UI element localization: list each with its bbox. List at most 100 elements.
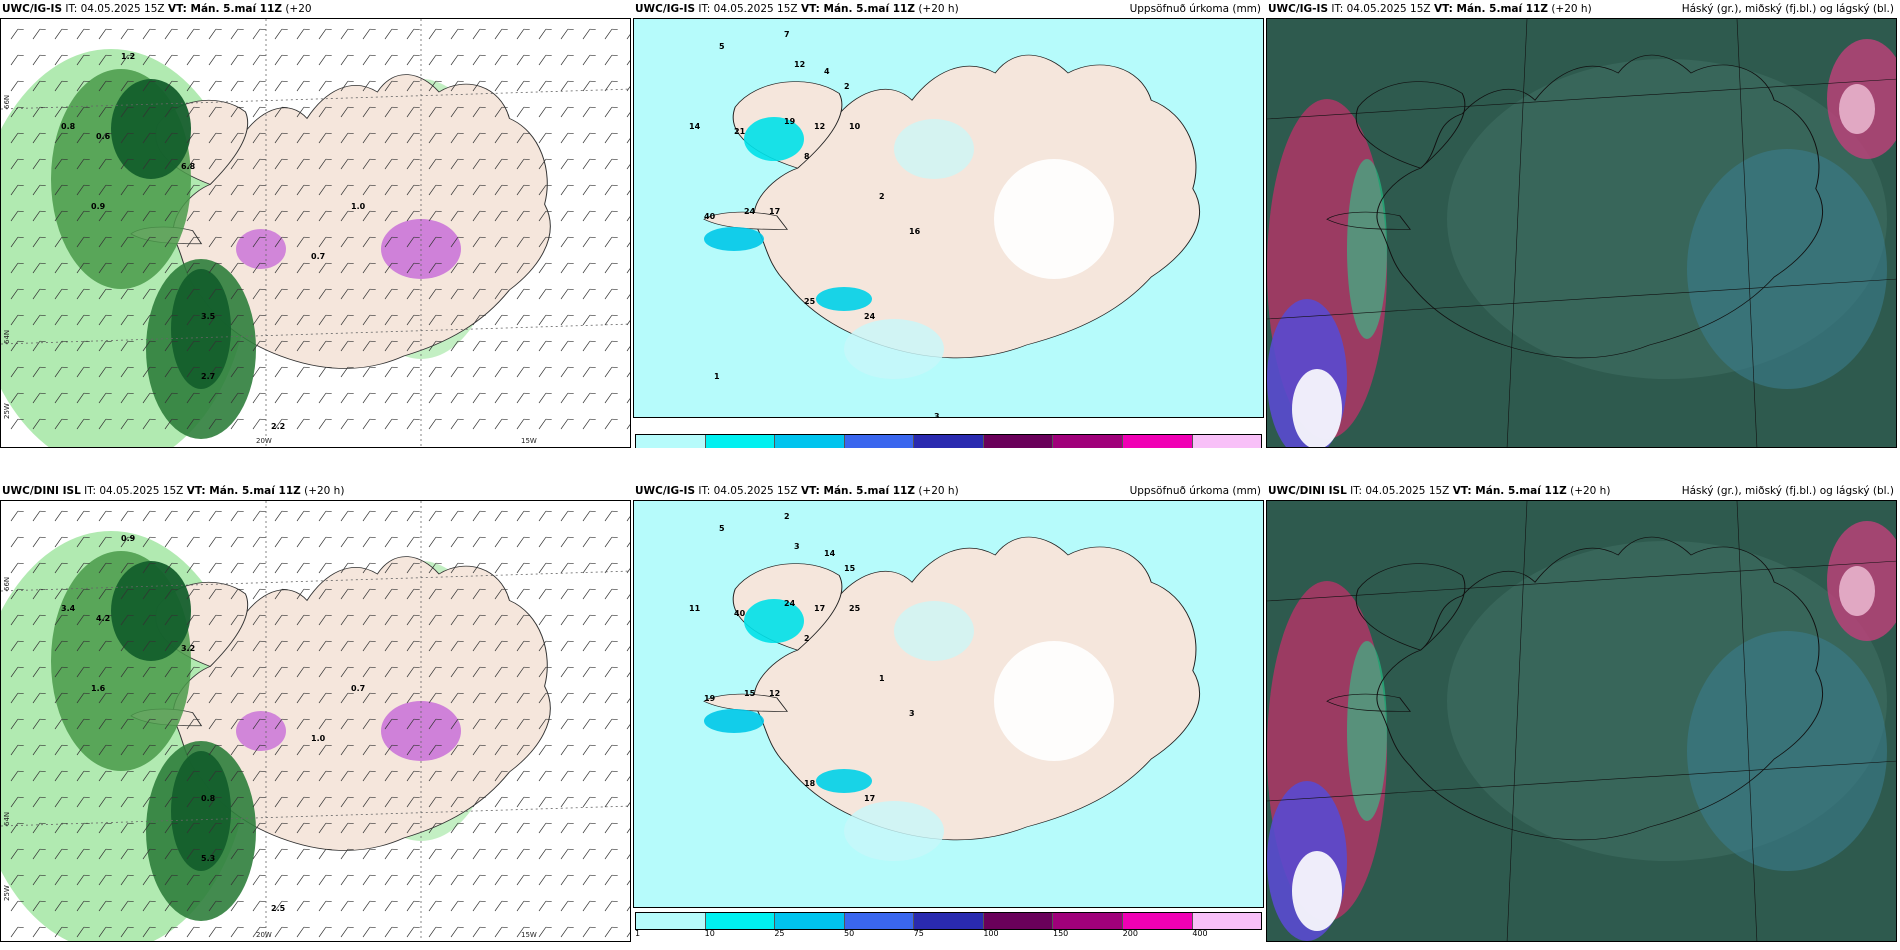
wind-barb (142, 158, 156, 170)
wind-barb (76, 288, 90, 300)
wind-barb (208, 640, 222, 652)
wind-barb (76, 158, 90, 170)
wind-barb (10, 132, 24, 144)
wind-barb (384, 640, 398, 652)
precip-value: 19 (784, 117, 796, 126)
wind-barb (32, 770, 46, 782)
wind-barb (626, 926, 630, 938)
lon-label: 25W (3, 885, 11, 901)
wind-barb (230, 796, 244, 808)
wind-barb (318, 692, 332, 704)
wind-barb (626, 418, 630, 430)
wind-precip-value: 5.3 (201, 854, 215, 863)
lead-time: (+20 h) (304, 485, 345, 497)
wind-barb (472, 510, 486, 522)
wind-barb (494, 848, 508, 860)
wind-barb (164, 848, 178, 860)
wind-barb (230, 666, 244, 678)
wind-barb (494, 822, 508, 834)
wind-barb (384, 236, 398, 248)
wind-barb (604, 392, 618, 404)
wind-barb (472, 392, 486, 404)
cloud-low-area (1292, 851, 1342, 931)
wind-barb (538, 822, 552, 834)
wind-barb (406, 744, 420, 756)
wind-barb (296, 184, 310, 196)
wind-barb (560, 900, 574, 912)
wind-barb (252, 562, 266, 574)
precip-value: 12 (769, 689, 780, 698)
wind-barb (560, 288, 574, 300)
wind-barb (208, 54, 222, 66)
wind-barb (318, 562, 332, 574)
wind-barb (604, 54, 618, 66)
wind-barb (538, 236, 552, 248)
wind-barb (10, 588, 24, 600)
wind-barb (274, 848, 288, 860)
wind-barb (450, 510, 464, 522)
wind-barb (274, 184, 288, 196)
wind-barb (384, 588, 398, 600)
wind-barb (274, 366, 288, 378)
wind-barb (142, 340, 156, 352)
wind-barb (120, 392, 134, 404)
wind-barb (538, 874, 552, 886)
wind-barb (54, 614, 68, 626)
wind-barb (120, 184, 134, 196)
wind-barb (626, 184, 630, 196)
wind-barb (274, 770, 288, 782)
wind-barb (494, 132, 508, 144)
wind-barb (54, 588, 68, 600)
wind-barb (142, 588, 156, 600)
wind-barb (274, 874, 288, 886)
wind-barb (10, 236, 24, 248)
wind-barb (252, 392, 266, 404)
wind-barb (582, 418, 596, 430)
wind-barb (230, 132, 244, 144)
colorbar-swatch (705, 913, 776, 929)
wind-barb (428, 536, 442, 548)
wind-precip-value: 0.8 (201, 794, 216, 803)
wind-barb (98, 80, 112, 92)
wind-barb (54, 796, 68, 808)
grid-line (1267, 560, 1896, 602)
wind-barb (582, 822, 596, 834)
wind-barb (494, 770, 508, 782)
wind-barb (560, 770, 574, 782)
wind-barb (472, 288, 486, 300)
wind-barb (516, 848, 530, 860)
wind-barb (208, 80, 222, 92)
precip-value: 21 (734, 127, 746, 136)
wind-barb (296, 796, 310, 808)
wind-barb (626, 80, 630, 92)
wind-barb (406, 796, 420, 808)
wind-barb (186, 744, 200, 756)
wind-barb (120, 314, 134, 326)
wind-barb (560, 718, 574, 730)
wind-barb (274, 236, 288, 248)
wind-barb (450, 288, 464, 300)
model-name: UWC/IG-IS (2, 3, 63, 15)
valid-time: VT: Mán. 5.maí 11Z (186, 485, 301, 497)
wind-barb (582, 562, 596, 574)
wind-barb (208, 262, 222, 274)
wind-barb (32, 744, 46, 756)
wind-barb (164, 392, 178, 404)
wind-barb (362, 288, 376, 300)
wind-barb (230, 718, 244, 730)
wind-barb (98, 158, 112, 170)
wind-barb (582, 28, 596, 40)
wind-barb (120, 744, 134, 756)
wind-barb (604, 80, 618, 92)
wind-barb (10, 822, 24, 834)
wind-barb (252, 80, 266, 92)
wind-barb (10, 796, 24, 808)
wind-barb (494, 158, 508, 170)
wind-barb (626, 822, 630, 834)
wind-barb (54, 132, 68, 144)
init-time: IT: 04.05.2025 15Z (65, 3, 165, 15)
wind-barb (98, 562, 112, 574)
wind-barb (54, 54, 68, 66)
wind-barb (582, 692, 596, 704)
wind-barb (164, 106, 178, 118)
